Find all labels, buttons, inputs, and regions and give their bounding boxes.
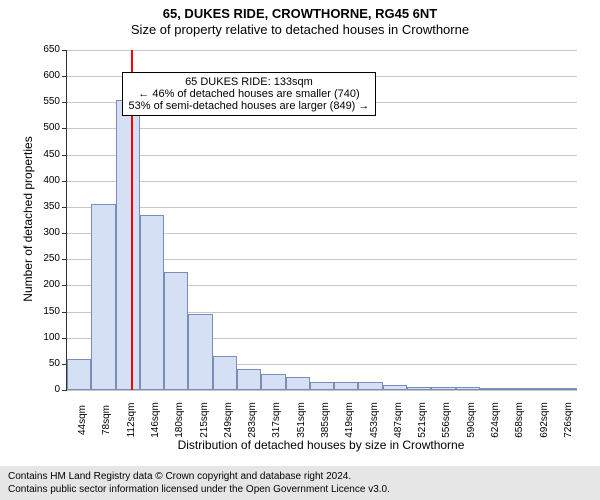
title-line2: Size of property relative to detached ho…	[0, 22, 600, 38]
xtick-label: 180sqm	[174, 395, 185, 445]
bar	[310, 382, 334, 390]
ytick-label: 600	[30, 70, 60, 81]
xtick-label: 351sqm	[296, 395, 307, 445]
ytick-label: 400	[30, 175, 60, 186]
xtick-label: 658sqm	[514, 395, 525, 445]
xtick-label: 590sqm	[466, 395, 477, 445]
ytick-label: 300	[30, 227, 60, 238]
bar	[237, 369, 261, 390]
bar	[286, 377, 310, 390]
bar	[164, 272, 188, 390]
xtick-label: 44sqm	[77, 395, 88, 445]
gridline	[67, 181, 577, 182]
xtick-label: 249sqm	[223, 395, 234, 445]
xtick-label: 146sqm	[150, 395, 161, 445]
xtick-label: 283sqm	[247, 395, 258, 445]
xtick-label: 692sqm	[539, 395, 550, 445]
ytick-mark	[62, 364, 66, 365]
xtick-label: 726sqm	[563, 395, 574, 445]
xtick-label: 385sqm	[320, 395, 331, 445]
ytick-mark	[62, 155, 66, 156]
bar	[431, 387, 455, 390]
bar	[504, 388, 528, 390]
xtick-label: 487sqm	[393, 395, 404, 445]
ytick-mark	[62, 390, 66, 391]
ytick-mark	[62, 76, 66, 77]
bar	[358, 382, 382, 390]
ytick-mark	[62, 207, 66, 208]
gridline	[67, 128, 577, 129]
gridline	[67, 50, 577, 51]
footer-line1: Contains HM Land Registry data © Crown c…	[8, 470, 592, 483]
bar	[334, 382, 358, 390]
gridline	[67, 390, 577, 391]
ytick-label: 150	[30, 306, 60, 317]
xtick-label: 453sqm	[369, 395, 380, 445]
bar	[528, 388, 552, 390]
ytick-mark	[62, 233, 66, 234]
bar	[261, 374, 285, 390]
bar	[407, 387, 431, 390]
gridline	[67, 155, 577, 156]
ytick-label: 450	[30, 149, 60, 160]
ytick-label: 500	[30, 122, 60, 133]
ytick-mark	[62, 259, 66, 260]
xtick-label: 521sqm	[417, 395, 428, 445]
bar	[383, 385, 407, 390]
page: 65, DUKES RIDE, CROWTHORNE, RG45 6NT Siz…	[0, 0, 600, 500]
title-line1: 65, DUKES RIDE, CROWTHORNE, RG45 6NT	[0, 6, 600, 22]
footer-line2: Contains public sector information licen…	[8, 483, 592, 496]
ytick-label: 200	[30, 279, 60, 290]
gridline	[67, 207, 577, 208]
xtick-label: 317sqm	[271, 395, 282, 445]
ytick-mark	[62, 312, 66, 313]
ytick-mark	[62, 338, 66, 339]
xtick-label: 112sqm	[126, 395, 137, 445]
bar	[116, 100, 140, 390]
ytick-mark	[62, 50, 66, 51]
footer: Contains HM Land Registry data © Crown c…	[0, 466, 600, 500]
ytick-label: 250	[30, 253, 60, 264]
annotation-line: 53% of semi-detached houses are larger (…	[129, 100, 370, 112]
bar	[480, 388, 504, 390]
ytick-label: 50	[30, 358, 60, 369]
bar	[91, 204, 115, 390]
bar	[188, 314, 212, 390]
xtick-label: 78sqm	[101, 395, 112, 445]
annotation-line: 65 DUKES RIDE: 133sqm	[129, 76, 370, 88]
bar	[140, 215, 164, 390]
bar	[553, 388, 577, 390]
plot-area: 65 DUKES RIDE: 133sqm← 46% of detached h…	[66, 50, 577, 391]
xtick-label: 556sqm	[441, 395, 452, 445]
xtick-label: 215sqm	[199, 395, 210, 445]
bar	[456, 387, 480, 390]
ytick-label: 100	[30, 332, 60, 343]
annotation-box: 65 DUKES RIDE: 133sqm← 46% of detached h…	[122, 72, 377, 116]
ytick-mark	[62, 181, 66, 182]
ytick-label: 650	[30, 44, 60, 55]
annotation-line: ← 46% of detached houses are smaller (74…	[129, 88, 370, 100]
ytick-label: 350	[30, 201, 60, 212]
ytick-mark	[62, 128, 66, 129]
ytick-mark	[62, 285, 66, 286]
xtick-label: 624sqm	[490, 395, 501, 445]
bar	[67, 359, 91, 390]
title-block: 65, DUKES RIDE, CROWTHORNE, RG45 6NT Siz…	[0, 0, 600, 37]
xtick-label: 419sqm	[344, 395, 355, 445]
bar	[213, 356, 237, 390]
ytick-mark	[62, 102, 66, 103]
ytick-label: 550	[30, 96, 60, 107]
ytick-label: 0	[30, 384, 60, 395]
